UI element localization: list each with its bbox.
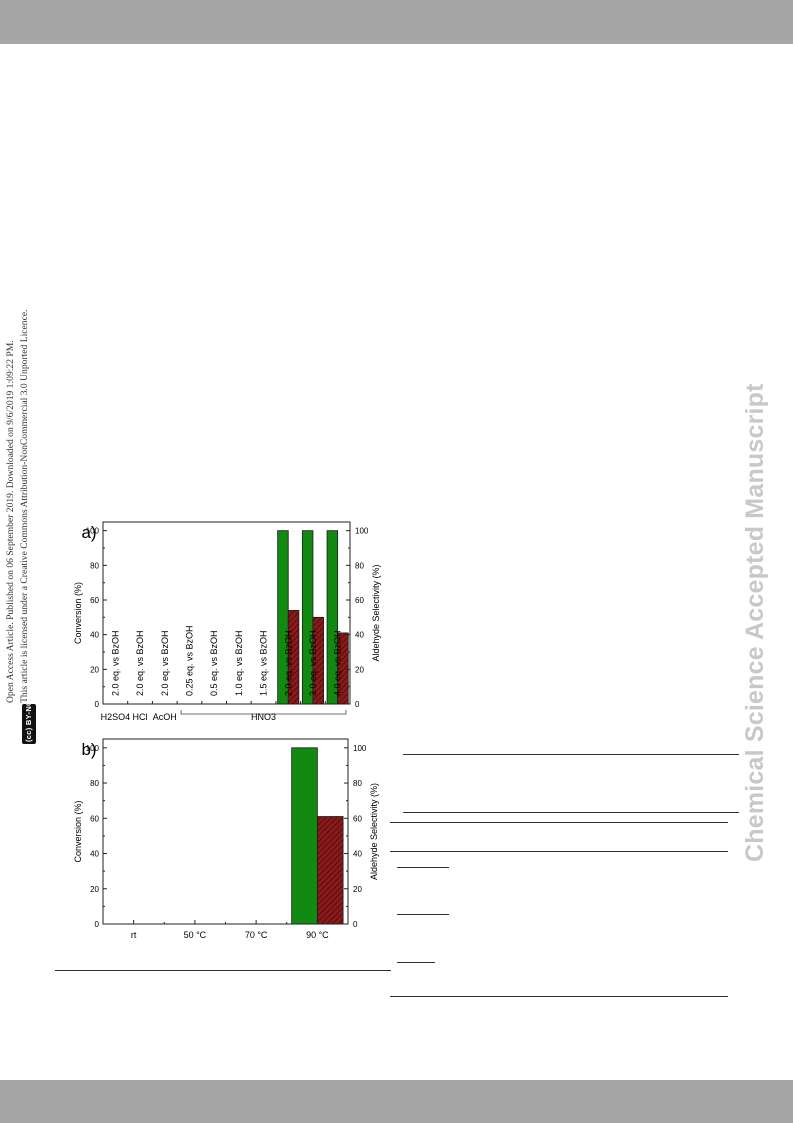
acid-group-label: AcOH xyxy=(153,712,177,722)
y2-axis-title: Aldehyde Selectivity (%) xyxy=(371,564,381,661)
y2-axis-title: Aldehyde Selectivity (%) xyxy=(369,783,379,880)
y-tick-label: 20 xyxy=(90,665,99,674)
cc-license-badge: (cc) BY-NC xyxy=(22,700,36,744)
y-axis-title: Conversion (%) xyxy=(73,582,83,644)
chart-panel-a: a) 0 0 20 20 40 40 60 60 80 80 100 100 Conversion (%)… xyxy=(73,521,381,722)
table-top-rule xyxy=(403,754,739,755)
y2-tick-label: 100 xyxy=(355,527,369,536)
panel-label: a) xyxy=(81,523,96,542)
category-label: 3.0 eq. vs BzOH xyxy=(308,630,318,696)
table-bottom-rule xyxy=(390,996,728,997)
category-label: 2.0 eq. vs BzOH xyxy=(160,630,170,696)
footer-band xyxy=(0,1080,793,1123)
selectivity-bar xyxy=(287,610,300,705)
y2-tick-label: 80 xyxy=(353,779,362,788)
conversion-bar xyxy=(326,530,339,705)
y2-tick-label: 0 xyxy=(353,920,358,929)
table-rule xyxy=(403,812,739,813)
acid-group-label: H2SO4 xyxy=(101,712,131,722)
y2-tick-label: 80 xyxy=(355,561,364,570)
category-label: rt xyxy=(131,930,137,940)
y2-tick-label: 0 xyxy=(355,700,360,709)
header-band xyxy=(0,0,793,44)
y-tick-label: 40 xyxy=(90,850,99,859)
y-tick-label: 40 xyxy=(90,631,99,640)
y2-tick-label: 60 xyxy=(353,814,362,823)
selectivity-bar xyxy=(337,632,349,705)
y2-tick-label: 40 xyxy=(353,850,362,859)
category-label: 1.5 eq. vs BzOH xyxy=(259,630,269,696)
y-tick-label: 0 xyxy=(95,700,100,709)
y-tick-label: 20 xyxy=(90,885,99,894)
conversion-bar xyxy=(291,747,318,925)
selectivity-bar xyxy=(312,616,324,705)
table-short-rule xyxy=(397,962,435,963)
y-tick-label: 80 xyxy=(90,779,99,788)
figure-bottom-rule xyxy=(55,970,391,971)
y2-tick-label: 40 xyxy=(355,631,364,640)
y-tick-label: 100 xyxy=(86,744,100,753)
y-axis-title: Conversion (%) xyxy=(73,800,83,862)
y2-tick-label: 20 xyxy=(353,885,362,894)
y2-tick-label: 60 xyxy=(355,596,364,605)
y-tick-label: 0 xyxy=(95,920,100,929)
acid-group-label: HCl xyxy=(133,712,148,722)
table-short-rule xyxy=(397,867,449,868)
group-bracket xyxy=(180,710,347,715)
y-tick-label: 60 xyxy=(90,596,99,605)
acid-group-label: HNO3 xyxy=(251,712,276,722)
category-label: 0.25 eq. vs BzOH xyxy=(184,625,194,696)
category-label: 2.0 eq. vs BzOH xyxy=(135,630,145,696)
table-rule xyxy=(390,851,728,852)
category-label: 2.0 eq. vs BzOH xyxy=(110,630,120,696)
category-label: 2.0 eq. vs BzOH xyxy=(283,630,293,696)
y-tick-label: 80 xyxy=(90,561,99,570)
table-short-rule xyxy=(397,914,449,915)
panel-label: b) xyxy=(81,740,96,759)
y-tick-label: 60 xyxy=(90,814,99,823)
category-label: 90 °C xyxy=(306,930,329,940)
category-label: 70 °C xyxy=(245,930,268,940)
category-label: 0.5 eq. vs BzOH xyxy=(209,630,219,696)
y-tick-label: 100 xyxy=(86,527,100,536)
y2-tick-label: 20 xyxy=(355,665,364,674)
category-label: 1.0 eq. vs BzOH xyxy=(234,630,244,696)
table-rule xyxy=(390,822,728,823)
chart-panel-b: b) 0 0 20 20 40 40 60 60 80 80 100 100 Conversion (%)… xyxy=(73,738,379,940)
selectivity-bar xyxy=(316,816,344,925)
y2-tick-label: 100 xyxy=(353,744,367,753)
category-label: 50 °C xyxy=(184,930,207,940)
category-label: 4.0 eq. vs BzOH xyxy=(333,630,343,696)
